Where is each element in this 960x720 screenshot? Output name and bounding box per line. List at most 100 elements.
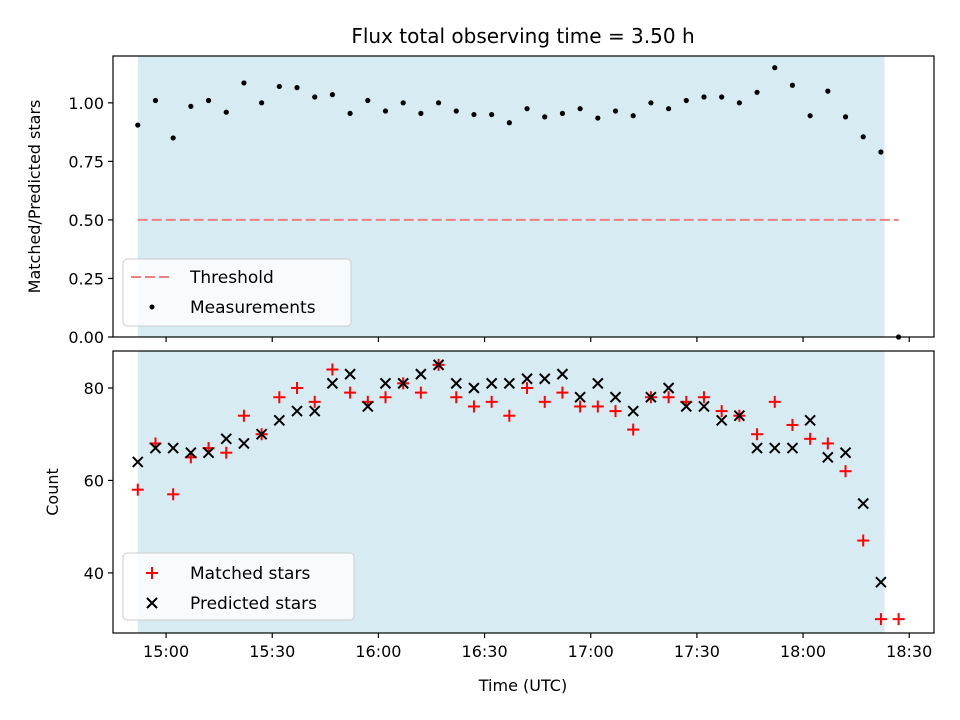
measurement-point — [241, 80, 247, 86]
matched-star-point — [627, 423, 640, 436]
measurement-point — [506, 120, 512, 126]
matched-star-point — [892, 613, 905, 626]
measurement-point — [294, 85, 300, 91]
measurement-point — [312, 94, 318, 100]
legend-measurements-swatch — [149, 304, 155, 310]
measurement-point — [170, 135, 176, 141]
legend-matched-swatch — [146, 567, 158, 579]
matched-star-point — [556, 386, 569, 399]
predicted-star-point — [680, 400, 692, 413]
measurement-point — [683, 97, 689, 104]
predicted-star-point — [574, 391, 586, 403]
predicted-star-point — [503, 377, 516, 390]
predicted-star-point — [132, 456, 144, 468]
legend-predicted-swatch — [146, 597, 158, 609]
matched-star-point — [591, 400, 604, 413]
predicted-star-point — [468, 382, 480, 394]
matched-star-point — [857, 534, 870, 547]
predicted-star-point — [804, 414, 816, 427]
matched-star-point — [308, 395, 321, 408]
x-axis-label: Time (UTC) — [478, 676, 567, 695]
top-x-ticks — [165, 337, 910, 342]
top-y-axis-label: Matched/Predicted stars — [25, 100, 44, 294]
predicted-star-point — [326, 377, 339, 390]
matched-star-point — [167, 488, 180, 501]
matched-star-point — [874, 613, 887, 626]
predicted-star-point — [379, 377, 392, 390]
x-tick-label: 17:30 — [674, 642, 720, 661]
measurement-point — [188, 103, 194, 109]
matched-star-point — [521, 381, 534, 394]
measurement-point — [329, 92, 336, 98]
predicted-star-point — [662, 382, 675, 394]
x-tick-label: 15:30 — [249, 642, 295, 661]
x-tick-label: 16:30 — [462, 642, 508, 661]
predicted-star-point — [539, 373, 551, 385]
measurement-point — [612, 108, 619, 114]
x-tick-label: 16:00 — [355, 642, 401, 661]
measurement-point — [595, 115, 601, 121]
measurement-point — [524, 106, 530, 112]
measurements-points — [135, 65, 902, 340]
measurement-point — [135, 122, 141, 128]
measurement-point — [701, 94, 707, 100]
x-tick-label: 18:00 — [780, 642, 826, 661]
x-tick-label: 17:00 — [568, 642, 614, 661]
matched-star-point — [467, 400, 480, 413]
predicted-star-point — [432, 359, 445, 371]
matched-star-point — [450, 391, 463, 404]
measurement-point — [577, 106, 583, 112]
predicted-star-point — [362, 400, 374, 413]
matched-star-point — [538, 395, 551, 408]
measurement-point — [736, 100, 742, 106]
predicted-star-point — [415, 368, 427, 380]
predicted-star-point — [645, 391, 657, 403]
predicted-star-point — [627, 405, 639, 417]
legend-measurements-label: Measurements — [190, 298, 316, 318]
predicted-star-point — [733, 410, 746, 422]
predicted-star-point — [751, 442, 763, 454]
measurement-point — [382, 108, 389, 114]
matched-star-point — [821, 437, 834, 450]
y-tick-label: 0.50 — [68, 211, 104, 230]
matched-star-point — [786, 418, 799, 431]
measurement-point — [648, 100, 654, 106]
matched-star-point — [414, 386, 427, 399]
matched-star-point — [768, 395, 781, 408]
bottom-y-axis-label: Count — [43, 468, 62, 516]
matched-star-point — [503, 409, 516, 422]
predicted-star-point — [149, 442, 162, 454]
measurement-point — [825, 88, 831, 94]
predicted-star-point — [450, 377, 462, 390]
legend-predicted-label: Predicted stars — [190, 594, 317, 614]
measurement-point — [542, 114, 548, 120]
predicted-star-point — [273, 414, 286, 427]
matched-star-point — [697, 391, 710, 404]
measurement-point — [276, 83, 282, 90]
top-legend: Threshold Measurements — [122, 258, 352, 327]
measurement-point — [559, 110, 566, 116]
predicted-star-point — [238, 437, 250, 450]
predicted-star-point — [822, 451, 834, 464]
predicted-star-point — [167, 442, 179, 454]
measurement-point — [630, 113, 636, 119]
predicted-star-point — [521, 373, 533, 385]
measurement-point — [489, 111, 495, 118]
chart-title: Flux total observing time = 3.50 h — [351, 24, 694, 48]
measurement-point — [152, 97, 159, 104]
measurement-point — [878, 149, 884, 155]
measurement-point — [365, 97, 371, 104]
y-tick-label: 1.00 — [68, 94, 104, 113]
measurement-point — [435, 100, 442, 106]
predicted-star-point — [875, 576, 887, 588]
measurement-point — [719, 94, 725, 100]
matched-star-point — [379, 391, 392, 404]
measurement-point — [860, 134, 866, 140]
top-axes-frame — [112, 55, 935, 338]
legend-matched-label: Matched stars — [190, 564, 310, 584]
predicted-star-point — [715, 414, 728, 427]
measurement-point — [259, 100, 265, 106]
x-tick-label: 18:30 — [886, 642, 932, 661]
predicted-star-point — [220, 433, 232, 445]
measurement-point — [453, 108, 459, 114]
